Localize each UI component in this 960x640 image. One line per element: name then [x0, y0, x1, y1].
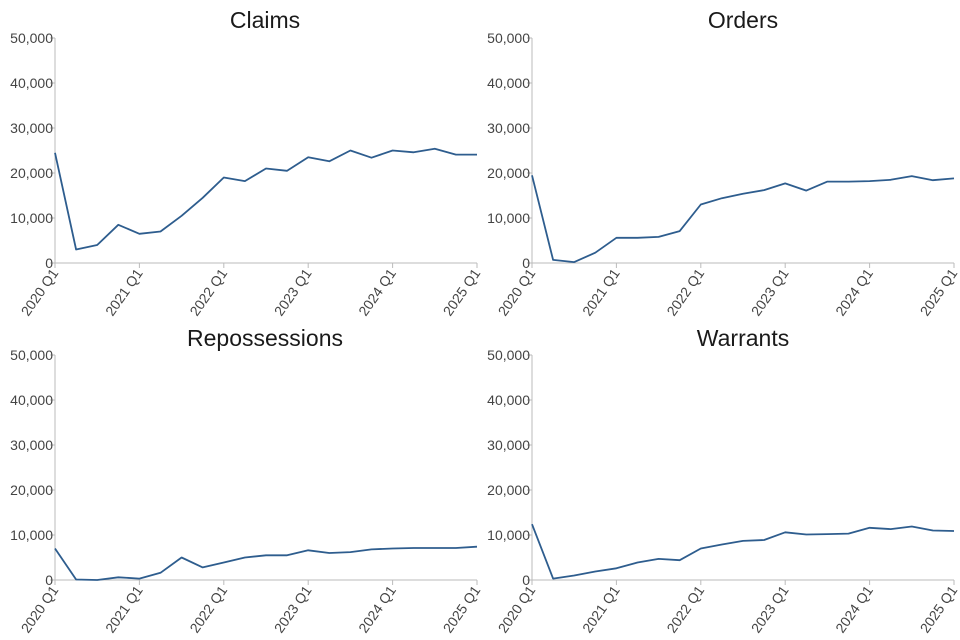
orders-y-tick-label: 10,000 [487, 210, 530, 226]
orders-y-tick-label: 40,000 [487, 75, 530, 91]
orders-panel: Orders 0 10,000 20,000 30,000 40,000 50,000 202… [487, 7, 960, 319]
orders-series-line [531, 175, 955, 264]
repossessions-series-line [54, 545, 478, 581]
claims-y-tick-label: 0 [45, 255, 53, 271]
orders-y-tick-label: 50,000 [487, 30, 530, 46]
claims-x-tick-label: 2022 Q1 [186, 265, 230, 318]
repossessions-y-tick-label: 20,000 [10, 482, 53, 498]
warrants-y-tick-label: 50,000 [487, 347, 530, 363]
claims-x-tick-label: 2023 Q1 [271, 265, 315, 318]
warrants-x-tick-label: 2025 Q1 [917, 582, 960, 635]
repossessions-x-tick-label: 2024 Q1 [355, 582, 399, 635]
claims-y-tick-label: 50,000 [10, 30, 53, 46]
repossessions-x-tick-label: 2021 Q1 [102, 582, 146, 635]
repossessions-panel: Repossessions 0 10,000 20,000 30,000 40,000 50… [10, 325, 483, 636]
repossessions-x-tick-label: 2025 Q1 [440, 582, 484, 635]
claims-x-tick-label: 2020 Q1 [18, 265, 62, 318]
repossessions-y-tick-label: 40,000 [10, 392, 53, 408]
claims-series-line [54, 147, 477, 251]
repossessions-y-tick-label: 50,000 [10, 347, 53, 363]
warrants-y-tick-label: 0 [522, 572, 530, 588]
claims-y-tick-label: 20,000 [10, 165, 53, 181]
repossessions-y-tick-label: 30,000 [10, 437, 53, 453]
warrants-panel: Warrants 0 10,000 20,000 30,000 40,000 50,000 2… [487, 325, 960, 636]
repossessions-y-tick-label: 10,000 [10, 527, 53, 543]
warrants-title: Warrants [697, 325, 789, 351]
repossessions-y-tick-label: 0 [45, 572, 53, 588]
warrants-y-tick-label: 30,000 [487, 437, 530, 453]
claims-y-tick-label: 40,000 [10, 75, 53, 91]
warrants-x-tick-label: 2023 Q1 [748, 582, 792, 635]
warrants-y-tick-label: 10,000 [487, 527, 530, 543]
claims-x-tick-label: 2021 Q1 [102, 265, 146, 318]
claims-panel: Claims 0 10,000 20,000 30,000 40,000 50,000 202… [10, 7, 483, 319]
claims-y-tick-label: 30,000 [10, 120, 53, 136]
warrants-series-line [531, 523, 955, 580]
repossessions-x-tick-label: 2023 Q1 [271, 582, 315, 635]
repossessions-x-tick-label: 2020 Q1 [18, 582, 62, 635]
warrants-y-tick-label: 40,000 [487, 392, 530, 408]
orders-x-tick-label: 2023 Q1 [748, 265, 792, 318]
orders-x-tick-label: 2024 Q1 [832, 265, 876, 318]
orders-y-tick-label: 0 [522, 255, 530, 271]
warrants-x-tick-label: 2024 Q1 [832, 582, 876, 635]
orders-title: Orders [708, 7, 778, 33]
claims-x-tick-label: 2025 Q1 [440, 265, 484, 318]
repossessions-title: Repossessions [187, 325, 343, 351]
orders-x-tick-label: 2025 Q1 [917, 265, 960, 318]
repossessions-x-tick-label: 2022 Q1 [186, 582, 230, 635]
orders-x-tick-label: 2020 Q1 [495, 265, 539, 318]
orders-x-tick-label: 2021 Q1 [579, 265, 623, 318]
claims-y-tick-label: 10,000 [10, 210, 53, 226]
orders-y-tick-label: 30,000 [487, 120, 530, 136]
warrants-y-tick-label: 20,000 [487, 482, 530, 498]
claims-x-tick-label: 2024 Q1 [355, 265, 399, 318]
orders-x-tick-label: 2022 Q1 [663, 265, 707, 318]
orders-y-tick-label: 20,000 [487, 165, 530, 181]
warrants-x-tick-label: 2020 Q1 [495, 582, 539, 635]
warrants-x-tick-label: 2022 Q1 [663, 582, 707, 635]
warrants-x-tick-label: 2021 Q1 [579, 582, 623, 635]
claims-title: Claims [230, 7, 300, 33]
